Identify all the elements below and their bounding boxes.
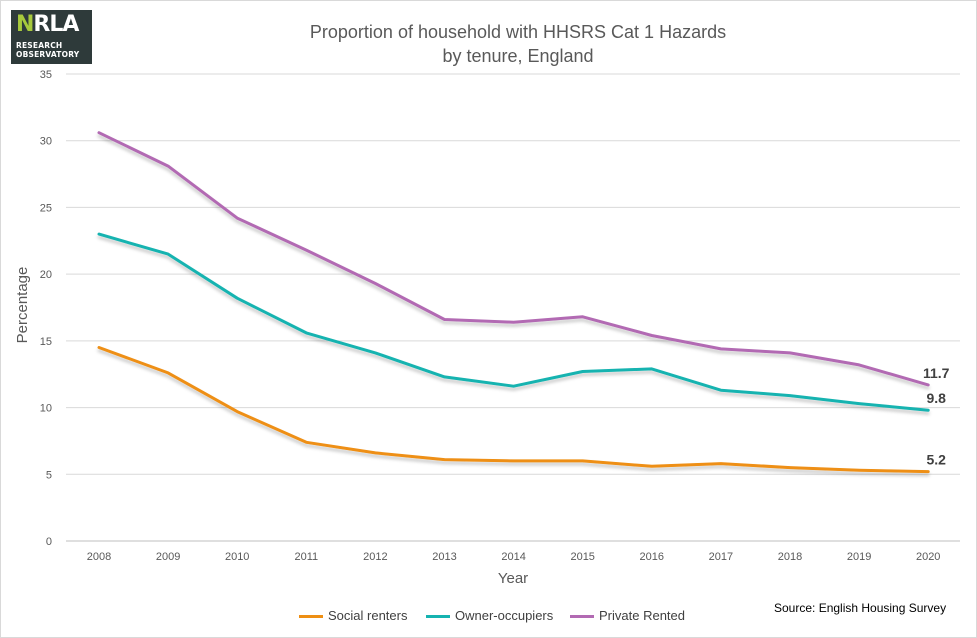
end-value-label: 11.7 [923, 365, 950, 381]
chart-title: Proportion of household with HHSRS Cat 1… [309, 22, 727, 42]
y-tick-label: 30 [40, 136, 52, 148]
logo-mark: NRLA [16, 12, 79, 37]
chart-subtitle: by tenure, England [442, 46, 594, 66]
end-labels: 5.2 9.8 11.7 [923, 365, 950, 468]
y-axis-ticks: 0 5 10 15 20 25 30 35 [40, 69, 52, 548]
series-line-owner-occupiers [97, 232, 930, 412]
y-axis-label: Percentage [14, 267, 31, 344]
source-note: Source: English Housing Survey [774, 601, 947, 615]
x-tick-label: 2012 [363, 551, 387, 563]
legend-item-private: Private Rented [570, 608, 685, 623]
legend-swatch-private [570, 615, 594, 619]
x-tick-label: 2017 [709, 551, 733, 563]
x-tick-label: 2009 [156, 551, 180, 563]
y-tick-label: 5 [46, 469, 52, 481]
legend-label-social: Social renters [328, 608, 408, 623]
x-tick-label: 2010 [225, 551, 249, 563]
series-line-social-renters [97, 346, 930, 474]
x-tick-label: 2020 [916, 551, 940, 563]
x-tick-label: 2015 [570, 551, 594, 563]
end-value-label: 5.2 [926, 452, 946, 468]
legend-item-owner: Owner-occupiers [426, 608, 553, 623]
x-tick-label: 2019 [847, 551, 871, 563]
legend-swatch-owner [426, 615, 450, 619]
logo-mark-n: N [16, 12, 34, 37]
gridlines [66, 73, 960, 542]
legend-item-social: Social renters [299, 608, 407, 623]
x-tick-label: 2013 [432, 551, 456, 563]
y-tick-label: 35 [40, 69, 52, 81]
y-tick-label: 25 [40, 202, 52, 214]
x-tick-label: 2008 [87, 551, 111, 563]
logo-line2: OBSERVATORY [16, 50, 80, 59]
x-tick-label: 2018 [778, 551, 802, 563]
logo-line1: RESEARCH [16, 41, 63, 50]
y-tick-label: 20 [40, 269, 52, 281]
series-line-private-rented [97, 131, 930, 387]
logo-mark-rest: RLA [33, 12, 79, 37]
legend-label-private: Private Rented [599, 608, 685, 623]
x-tick-label: 2014 [501, 551, 525, 563]
y-tick-label: 15 [40, 336, 52, 348]
y-tick-label: 10 [40, 403, 52, 415]
y-tick-label: 0 [46, 536, 52, 548]
nrla-logo: NRLA RESEARCH OBSERVATORY [11, 10, 92, 64]
x-tick-label: 2011 [294, 551, 318, 563]
end-value-label: 9.8 [926, 390, 946, 406]
series-lines [97, 131, 930, 474]
legend-label-owner: Owner-occupiers [455, 608, 554, 623]
x-axis-label: Year [498, 570, 528, 587]
x-axis-ticks: 2008 2009 2010 2011 2012 2013 2014 2015 2016 2017… [87, 551, 941, 563]
x-tick-label: 2016 [640, 551, 664, 563]
legend-swatch-social [299, 615, 323, 619]
